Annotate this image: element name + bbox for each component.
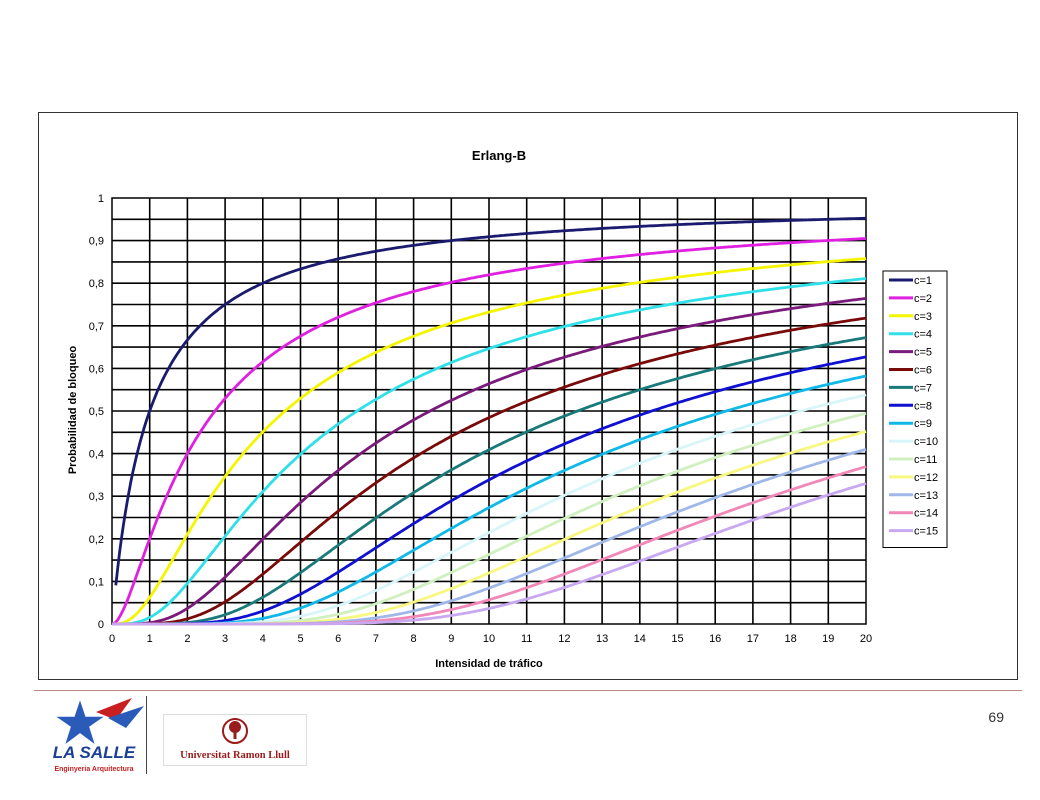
legend-label: c=12	[914, 472, 938, 484]
legend-label: c=14	[914, 508, 938, 520]
chart-title: Erlang-B	[472, 148, 526, 163]
x-tick-label: 3	[222, 633, 228, 645]
y-axis-label: Probabilidad de bloqueo	[67, 346, 79, 475]
x-tick-label: 0	[109, 633, 115, 645]
y-tick-label: 0,6	[89, 363, 104, 375]
legend-label: c=3	[914, 311, 932, 323]
x-tick-label: 1	[147, 633, 153, 645]
x-tick-label: 15	[671, 633, 683, 645]
legend-label: c=7	[914, 382, 932, 394]
series-line-c3	[112, 257, 867, 626]
star-icon	[51, 695, 109, 749]
y-tick-label: 1	[98, 193, 104, 205]
legend-label: c=9	[914, 418, 932, 430]
y-tick-label: 0,9	[89, 236, 104, 248]
legend-label: c=15	[914, 526, 938, 538]
x-tick-label: 2	[184, 633, 190, 645]
y-tick-label: 0,7	[89, 321, 104, 333]
x-tick-label: 8	[411, 633, 417, 645]
y-tick-label: 0,2	[89, 534, 104, 546]
y-tick-label: 0,8	[89, 278, 104, 290]
x-tick-label: 7	[373, 633, 379, 645]
legend-label: c=4	[914, 329, 932, 341]
legend-label: c=13	[914, 490, 938, 502]
y-tick-label: 0,5	[89, 406, 104, 418]
x-tick-label: 18	[784, 633, 796, 645]
series-lines	[111, 216, 867, 626]
x-tick-label: 16	[709, 633, 721, 645]
x-tick-label: 12	[558, 633, 570, 645]
x-tick-label: 13	[596, 633, 608, 645]
y-tick-label: 0,3	[89, 491, 104, 503]
erlang-b-chart: Erlang-B 0 1 2 3 4 5 6 7 8 9 10 11 12 13 14 15 16 17 18 19 2…	[67, 148, 948, 670]
series-line-c1	[114, 216, 866, 586]
series-line-c15	[112, 482, 867, 626]
y-tick-label: 0,1	[89, 576, 104, 588]
grid	[111, 197, 867, 625]
y-tick-label: 0	[98, 619, 104, 631]
legend-label: c=11	[914, 454, 937, 466]
x-tick-label: 14	[634, 633, 646, 645]
url-logo: Universitat Ramon Llull	[163, 714, 307, 766]
legend-label: c=8	[914, 400, 932, 412]
x-tick-label: 4	[260, 633, 266, 645]
legend: c=1 c=2 c=3 c=4 c=5 c=6 c=7 c=8 c=9 c=10 c=11 c=12 c…	[882, 270, 948, 548]
legend-label: c=5	[914, 347, 932, 359]
x-tick-label: 6	[335, 633, 341, 645]
x-tick-label: 10	[483, 633, 495, 645]
series-line-c6	[112, 316, 867, 626]
series-line-c8	[112, 355, 867, 626]
x-tick-label: 17	[747, 633, 759, 645]
legend-label: c=2	[914, 293, 932, 305]
series-line-c7	[112, 336, 867, 626]
lasalle-logo: LA SALLE Enginyeria Arquitectura	[46, 694, 146, 776]
series-line-c5	[112, 297, 867, 626]
x-axis-label: Intensidad de tráfico	[435, 658, 543, 670]
x-tick-label: 19	[822, 633, 834, 645]
lasalle-subtext: Enginyeria Arquitectura	[54, 766, 133, 773]
series-line-c4	[112, 277, 867, 626]
legend-label: c=6	[914, 365, 932, 377]
lasalle-text: LA SALLE	[53, 743, 136, 762]
series-line-c9	[112, 374, 867, 626]
legend-label: c=10	[914, 436, 938, 448]
page-number: 69	[988, 709, 1004, 725]
y-tick-label: 0,4	[89, 449, 104, 461]
x-tick-label: 11	[521, 633, 532, 645]
chart-frame: Erlang-B 0 1 2 3 4 5 6 7 8 9 10 11 12 13 14 15 16 17 18 19 2…	[38, 112, 1018, 680]
legend-label: c=1	[914, 275, 932, 287]
x-tick-label: 9	[448, 633, 454, 645]
logo-divider	[146, 696, 147, 774]
x-tick-label: 5	[297, 633, 303, 645]
series-line-c2	[111, 237, 867, 626]
footer-divider	[34, 690, 1022, 691]
axes: 0 1 2 3 4 5 6 7 8 9 10 11 12 13 14 15 16 17 18 19 2000,10,20…	[89, 193, 872, 645]
x-tick-label: 20	[860, 633, 872, 645]
url-logo-text: Universitat Ramon Llull	[180, 750, 290, 761]
